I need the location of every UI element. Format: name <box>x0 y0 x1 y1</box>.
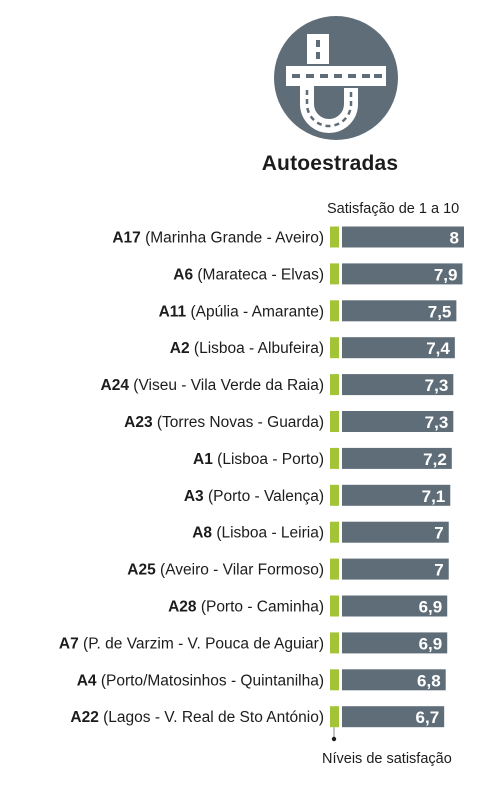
route-name: (Aveiro - Vilar Formoso) <box>160 562 324 579</box>
route-code: A25 <box>127 562 160 579</box>
route-code: A6 <box>173 266 197 283</box>
route-name: (Lisboa - Leiria) <box>216 525 324 542</box>
bar-accent <box>330 558 339 580</box>
bar <box>342 595 448 617</box>
value-label: 7 <box>434 561 443 580</box>
value-label: 7 <box>434 524 443 543</box>
bar <box>342 411 454 432</box>
route-name: (Viseu - Vila Verde da Raia) <box>133 377 324 394</box>
value-label: 7,4 <box>426 339 450 358</box>
value-label: 6,7 <box>416 708 440 727</box>
route-name: (Porto - Caminha) <box>201 599 324 616</box>
bar <box>342 706 445 728</box>
bar <box>342 374 454 396</box>
route-code: A11 <box>159 303 191 320</box>
bar-accent <box>330 632 339 654</box>
route-name: (Marinha Grande - Aveiro) <box>145 230 324 247</box>
value-label: 7,5 <box>428 302 452 321</box>
bar-accent <box>330 300 339 322</box>
route-code: A2 <box>170 340 194 357</box>
route-code: A22 <box>70 709 103 726</box>
route-code: A8 <box>192 525 216 542</box>
route-code: A1 <box>193 451 217 468</box>
bar <box>342 337 455 359</box>
category-label: A22 (Lagos - V. Real de Sto António) <box>70 709 324 726</box>
bar-accent <box>330 447 339 469</box>
bar <box>342 263 463 285</box>
route-code: A7 <box>59 635 83 652</box>
category-label: A7 (P. de Varzim - V. Pouca de Aguiar) <box>59 635 324 652</box>
category-label: A8 (Lisboa - Leiria) <box>192 525 324 542</box>
bar-accent <box>330 337 339 359</box>
motorway-interchange-icon <box>274 16 398 140</box>
value-label: 6,8 <box>417 671 441 690</box>
category-label: A28 (Porto - Caminha) <box>168 599 324 616</box>
bar <box>342 226 464 248</box>
value-label: 6,9 <box>419 598 443 617</box>
route-code: A17 <box>112 230 145 247</box>
category-label: A6 (Marateca - Elvas) <box>173 266 324 283</box>
category-label: A1 (Lisboa - Porto) <box>193 451 324 468</box>
route-name: (Porto/Matosinhos - Quintanilha) <box>101 672 324 689</box>
bar-accent <box>330 521 339 543</box>
category-label: A4 (Porto/Matosinhos - Quintanilha) <box>77 672 324 689</box>
bar <box>342 558 449 580</box>
chart-title: Autoestradas <box>261 152 399 175</box>
route-name: (Lisboa - Porto) <box>217 451 324 468</box>
category-label: A23 (Torres Novas - Guarda) <box>124 414 324 431</box>
value-label: 7,3 <box>425 376 449 395</box>
bar-accent <box>330 706 339 728</box>
value-label: 6,9 <box>419 634 443 653</box>
category-label: A2 (Lisboa - Albufeira) <box>170 340 324 357</box>
bar-accent <box>330 263 339 285</box>
bar-accent <box>330 411 339 432</box>
route-code: A3 <box>184 488 208 505</box>
value-label: 7,9 <box>434 265 458 284</box>
value-label: 7,2 <box>423 450 447 469</box>
bar-accent <box>330 595 339 617</box>
bar <box>342 300 457 322</box>
category-label: A11 (Apúlia - Amarante) <box>159 303 324 320</box>
bar-accent <box>330 374 339 396</box>
route-name: (Marateca - Elvas) <box>197 266 324 283</box>
category-label: A3 (Porto - Valença) <box>184 488 324 505</box>
category-label: A24 (Viseu - Vila Verde da Raia) <box>101 377 324 394</box>
route-name: (Lisboa - Albufeira) <box>194 340 324 357</box>
bar <box>342 447 452 469</box>
chart-subtitle: Satisfação de 1 a 10 <box>327 201 460 217</box>
route-name: (Porto - Valença) <box>208 488 324 505</box>
bar <box>342 484 451 506</box>
route-name: (Apúlia - Amarante) <box>190 303 324 320</box>
bar-accent <box>330 226 339 248</box>
axis-end-dot <box>331 736 337 742</box>
value-label: 7,1 <box>422 487 446 506</box>
route-name: (P. de Varzim - V. Pouca de Aguiar) <box>83 635 324 652</box>
route-name: (Torres Novas - Guarda) <box>157 414 324 431</box>
category-label: A25 (Aveiro - Vilar Formoso) <box>127 562 324 579</box>
value-label: 8 <box>450 229 459 248</box>
category-label: A17 (Marinha Grande - Aveiro) <box>112 230 324 247</box>
footer-label: Níveis de satisfação <box>322 751 452 767</box>
bar-accent <box>330 484 339 506</box>
bar <box>342 521 449 543</box>
value-label: 7,3 <box>425 413 449 432</box>
route-code: A24 <box>101 377 134 394</box>
bar <box>342 669 446 691</box>
route-name: (Lagos - V. Real de Sto António) <box>103 709 324 726</box>
route-code: A28 <box>168 599 201 616</box>
bar <box>342 632 448 654</box>
route-code: A4 <box>77 672 101 689</box>
route-code: A23 <box>124 414 157 431</box>
bar-accent <box>330 669 339 691</box>
